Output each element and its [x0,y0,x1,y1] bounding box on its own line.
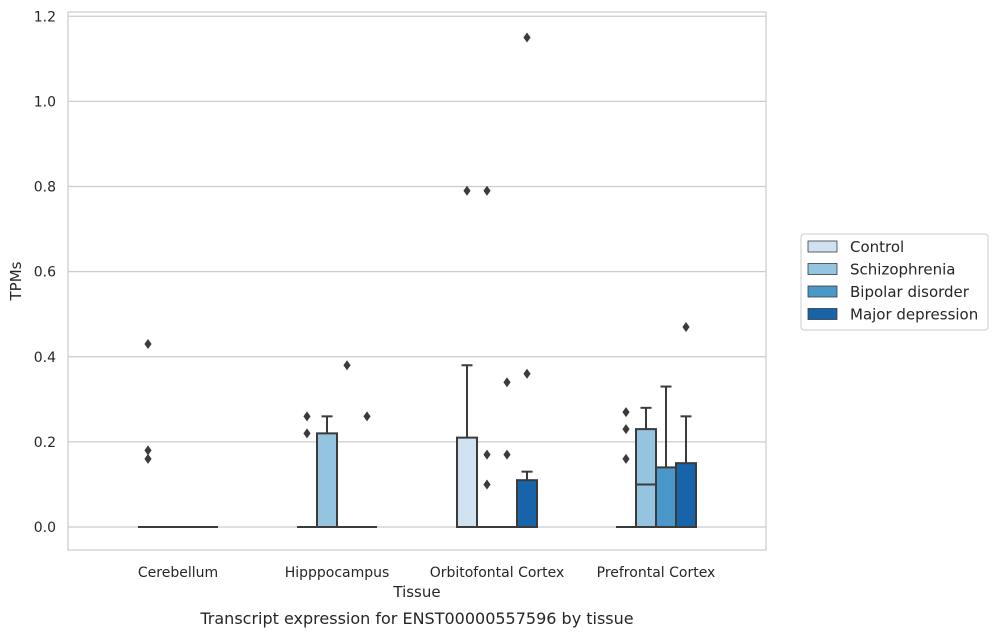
x-tick-label: Orbitofontal Cortex [430,565,565,581]
outlier-point [503,377,511,388]
outlier-point [682,321,690,332]
outlier-point [303,428,311,439]
plot-frame [67,11,767,551]
y-tick-label: 0.6 [34,265,56,281]
box [635,428,657,528]
outlier-point [144,338,152,349]
x-tick-label: Hipppocampus [285,565,390,581]
legend-frame [800,233,989,331]
box-plot [616,407,636,528]
axes: 0.0 0.2 0.4 0.6 0.8 1.0 1.2 Cerebellum Hipppocam… [34,9,716,581]
outlier-point [523,368,531,379]
outlier-point [483,479,491,490]
box-plot [357,411,377,528]
box-plot [477,185,497,528]
legend-label: Bipolar disorder [850,283,970,301]
legend-swatch [807,263,838,275]
x-tick-label: Cerebellum [138,565,218,581]
box-plot [655,385,677,528]
box-plot [516,32,538,528]
legend-label: Major depression [850,306,978,324]
box [655,466,677,528]
box-plot [297,411,317,528]
legend-swatch [807,285,838,298]
box-plot [456,185,478,528]
legend-label: Schizophrenia [850,261,955,279]
legend-item: Bipolar disorder [807,283,970,301]
outlier-point [363,411,371,422]
outlier-point [144,445,152,456]
outlier-point [483,449,491,460]
outlier-point [463,185,471,196]
box [675,462,697,529]
box-plot [316,415,338,529]
x-axis-title: Tissue [392,583,440,601]
outlier-point [144,453,152,464]
y-tick-label: 0.8 [34,180,56,196]
box-plot [337,360,357,528]
box [516,479,538,528]
box [316,432,338,529]
y-tick-label: 1.0 [34,94,56,110]
box-plot [497,377,517,528]
outlier-point [303,411,311,422]
y-tick-label: 1.2 [34,9,56,25]
y-tick-label: 0.0 [34,520,56,536]
box-plot [675,321,697,529]
legend-item: Major depression [807,306,978,324]
outlier-point [622,424,630,435]
legend-items: Control Schizophrenia Bipolar disorder Majo… [807,238,978,324]
legend-swatch [807,308,838,320]
y-tick-label: 0.4 [34,350,56,366]
legend: Control Schizophrenia Bipolar disorder Majo… [800,233,989,331]
y-tick-label: 0.2 [34,435,56,451]
outlier-point [622,453,630,464]
outlier-point [622,407,630,418]
series-control [138,185,636,528]
box-plot [138,338,158,528]
series-major-depression [198,32,697,529]
outlier-point [503,449,511,460]
outlier-point [343,360,351,371]
legend-label: Control [850,238,904,256]
box [456,436,478,528]
legend-item: Control [807,238,904,256]
y-axis-title: TPMs [7,261,25,301]
x-tick-label: Prefrontal Cortex [597,565,716,581]
legend-swatch [807,240,838,253]
outlier-point [523,32,531,43]
outlier-point [483,185,491,196]
series-bipolar-disorder [178,360,677,528]
chart-caption: Transcript expression for ENST0000055759… [199,609,633,628]
plot-marks [138,32,697,529]
legend-item: Schizophrenia [807,261,955,279]
